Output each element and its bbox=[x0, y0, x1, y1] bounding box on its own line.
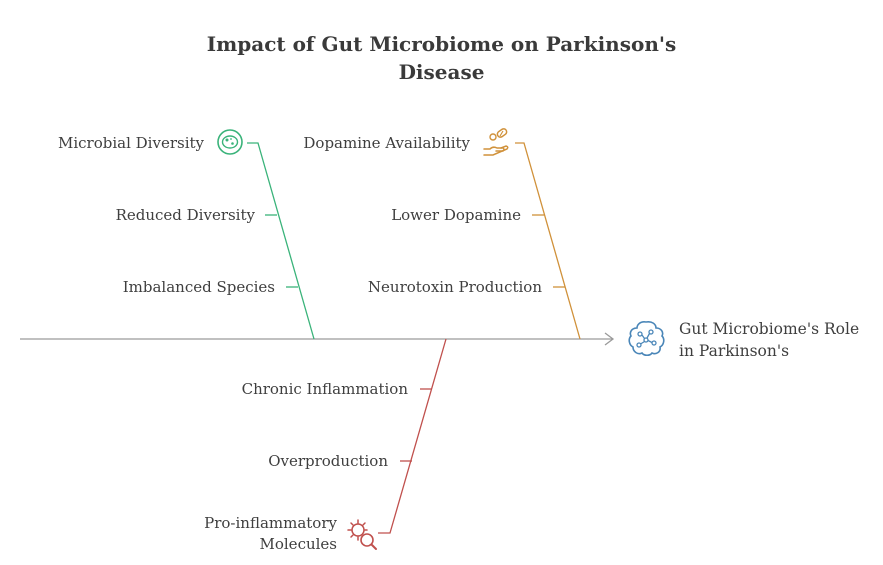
microbe-cell-icon bbox=[216, 128, 244, 160]
category-dopamine-availability: Dopamine Availability bbox=[303, 134, 470, 152]
head-label-line-1: Gut Microbiome's Role bbox=[679, 320, 860, 338]
branch-line-microbial bbox=[247, 142, 315, 340]
cause-neurotoxin-production: Neurotoxin Production bbox=[367, 278, 542, 296]
virus-magnifier-icon bbox=[345, 517, 379, 555]
title-line-2: Disease bbox=[398, 60, 485, 84]
cause-reduced-diversity: Reduced Diversity bbox=[115, 206, 255, 224]
cause-overproduction: Overproduction bbox=[268, 452, 388, 470]
pill-hand-icon bbox=[481, 127, 513, 163]
category-pro-inflammatory-line-2: Molecules bbox=[259, 535, 338, 553]
branch-line-inflammation bbox=[378, 338, 447, 534]
category-pro-inflammatory-molecules: Pro-inflammatory Molecules bbox=[204, 513, 337, 555]
diagram-title: Impact of Gut Microbiome on Parkinson's … bbox=[0, 30, 883, 86]
cause-lower-dopamine: Lower Dopamine bbox=[391, 206, 521, 224]
head-label: Gut Microbiome's Role in Parkinson's bbox=[679, 318, 859, 362]
branch-line-dopamine bbox=[515, 142, 581, 340]
spine-arrowhead bbox=[604, 332, 615, 346]
cause-chronic-inflammation: Chronic Inflammation bbox=[241, 380, 408, 398]
cause-imbalanced-species: Imbalanced Species bbox=[122, 278, 275, 296]
head-label-line-2: in Parkinson's bbox=[679, 342, 790, 360]
title-line-1: Impact of Gut Microbiome on Parkinson's bbox=[206, 32, 677, 56]
category-microbial-diversity: Microbial Diversity bbox=[57, 134, 204, 152]
brain-network-icon bbox=[625, 318, 667, 364]
category-pro-inflammatory-line-1: Pro-inflammatory bbox=[204, 514, 337, 532]
